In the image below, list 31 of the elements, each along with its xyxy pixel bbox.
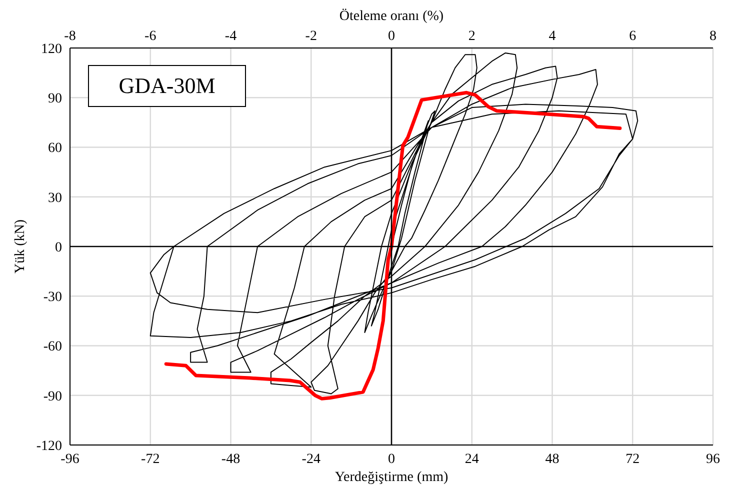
x2-tick-label: 4 (548, 29, 556, 44)
x2-tick-label: 2 (468, 29, 476, 44)
x-tick-label: -96 (60, 452, 80, 467)
x-tick-label: -48 (221, 452, 240, 467)
x-tick-label: 0 (388, 452, 395, 467)
x-tick-label: 24 (464, 452, 479, 467)
y-tick-label: 30 (48, 190, 62, 206)
x-tick-label: 96 (706, 452, 720, 467)
y-tick-label: 0 (55, 240, 62, 256)
x-axis-title: Yerdeğiştirme (mm) (334, 470, 448, 485)
x-tick-label: 48 (545, 452, 560, 467)
y-tick-label: 120 (41, 42, 62, 57)
y-tick-label: -120 (36, 438, 62, 454)
x2-axis-title: Öteleme oranı (%) (339, 8, 444, 24)
x2-tick-label: 6 (629, 29, 636, 44)
x2-tick-label: 0 (388, 29, 395, 44)
y-tick-label: 60 (48, 141, 62, 156)
x2-tick-label: -4 (224, 29, 237, 44)
x2-tick-label: -2 (305, 29, 317, 44)
y-tick-label: -90 (43, 389, 62, 404)
label-frame: GDA-30M (88, 65, 246, 107)
y-axis-title: Yük (kN) (12, 219, 28, 274)
y-tick-label: -30 (43, 290, 62, 306)
y-tick-label: 90 (48, 92, 62, 107)
x-tick-label: -24 (302, 452, 320, 467)
x2-tick-label: 8 (710, 29, 716, 44)
x2-tick-label: -6 (144, 29, 156, 44)
x2-tick-label: -8 (64, 29, 76, 44)
x-tick-label: -72 (141, 452, 160, 467)
x-tick-label: 72 (626, 452, 640, 467)
y-tick-label: -60 (43, 340, 62, 355)
